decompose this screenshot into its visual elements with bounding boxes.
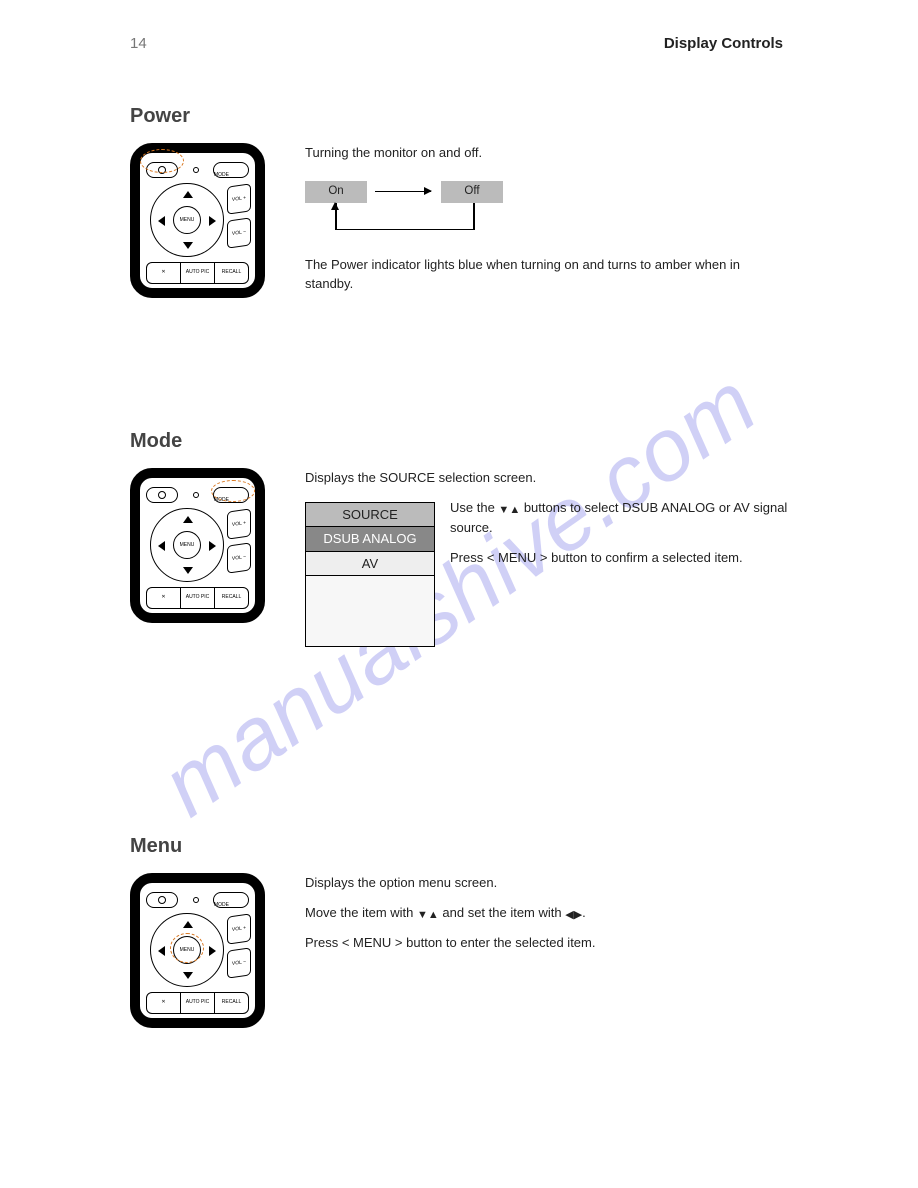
led-icon: [193, 492, 199, 498]
menu-line1: Displays the option menu screen.: [305, 873, 788, 893]
remote-figure-power: POWER MODE MENU VOL + VOL − ✕ AUTO PIC R…: [130, 143, 265, 298]
menu-button: MENU: [173, 936, 201, 964]
menu-button: MENU: [173, 206, 201, 234]
section-power: Power POWER MODE MENU VOL + VOL −: [130, 105, 788, 304]
mode-button: MODE: [213, 892, 249, 908]
down-arrow-icon: ▼: [417, 909, 428, 921]
source-osd-column: SOURCE DSUB ANALOG AV: [305, 498, 450, 648]
mute-button: ✕: [147, 993, 181, 1013]
remote-figure-menu: POWER MODE MENU VOL + VOL − ✕ AUTO PIC R…: [130, 873, 265, 1028]
dpad: MENU: [150, 508, 224, 582]
down-arrow-icon: ▼: [498, 504, 509, 516]
recall-button: RECALL: [215, 588, 248, 608]
section-menu: Menu POWER MODE MENU VOL + VOL −: [130, 835, 788, 1028]
up-arrow-icon: ▲: [428, 909, 439, 921]
auto-pic-button: AUTO PIC: [181, 263, 215, 283]
vol-down: VOL −: [227, 542, 251, 573]
led-icon: [193, 897, 199, 903]
state-on: On: [305, 181, 367, 203]
power-button: [146, 487, 178, 503]
vol-down: VOL −: [227, 217, 251, 248]
mute-button: ✕: [147, 588, 181, 608]
section-mode: Mode POWER MODE MENU VOL + VOL −: [130, 430, 788, 647]
power-button: [146, 892, 178, 908]
return-right: [473, 203, 475, 229]
mode-button: MODE: [213, 487, 249, 503]
mode-line1: Displays the SOURCE selection screen.: [305, 468, 788, 488]
source-option2: AV: [306, 552, 434, 577]
right-arrow-icon: ▶: [574, 909, 582, 921]
mode-line3: Press < MENU > button to confirm a selec…: [450, 548, 788, 568]
auto-pic-button: AUTO PIC: [181, 588, 215, 608]
power-label: POWER: [148, 879, 166, 885]
page-header: 14 Display Controls: [0, 35, 918, 52]
mode-title: Mode: [130, 430, 788, 453]
left-arrow-icon: ◀: [565, 909, 573, 921]
up-arrow-icon: ▲: [509, 504, 520, 516]
power-button: [146, 162, 178, 178]
dpad: MENU: [150, 183, 224, 257]
recall-button: RECALL: [215, 993, 248, 1013]
remote-figure-mode: POWER MODE MENU VOL + VOL − ✕ AUTO PIC R…: [130, 468, 265, 623]
recall-button: RECALL: [215, 263, 248, 283]
mute-button: ✕: [147, 263, 181, 283]
source-pad: [306, 576, 434, 646]
power-title: Power: [130, 105, 788, 128]
vol-up: VOL +: [227, 508, 251, 539]
led-icon: [193, 167, 199, 173]
power-label: POWER: [148, 149, 166, 155]
return-bottom: [335, 229, 475, 231]
menu-line2: Move the item with ▼▲ and set the item w…: [305, 903, 788, 924]
vol-down: VOL −: [227, 947, 251, 978]
power-state-diagram: On Off: [305, 181, 545, 241]
power-line1: Turning the monitor on and off.: [305, 143, 788, 163]
dpad: MENU: [150, 913, 224, 987]
mode-text-wrap: Displays the SOURCE selection screen. SO…: [305, 468, 788, 647]
menu-button: MENU: [173, 531, 201, 559]
source-selected: DSUB ANALOG: [306, 527, 434, 552]
page-section-title: Display Controls: [664, 35, 783, 52]
menu-line3: Press < MENU > button to enter the selec…: [305, 933, 788, 953]
power-text: Turning the monitor on and off. On Off T…: [305, 143, 788, 304]
return-left: [335, 203, 337, 229]
mode-button: MODE: [213, 162, 249, 178]
source-osd: SOURCE DSUB ANALOG AV: [305, 502, 435, 648]
state-off: Off: [441, 181, 503, 203]
power-label: POWER: [148, 474, 166, 480]
menu-title: Menu: [130, 835, 788, 858]
source-header: SOURCE: [306, 503, 434, 528]
vol-up: VOL +: [227, 183, 251, 214]
page-number: 14: [130, 35, 147, 52]
auto-pic-button: AUTO PIC: [181, 993, 215, 1013]
menu-text: Displays the option menu screen. Move th…: [305, 873, 788, 963]
power-line2: The Power indicator lights blue when tur…: [305, 255, 788, 294]
mode-line2: Use the ▼▲ buttons to select DSUB ANALOG…: [450, 498, 788, 538]
arrow-on-off: [375, 191, 431, 193]
vol-up: VOL +: [227, 913, 251, 944]
